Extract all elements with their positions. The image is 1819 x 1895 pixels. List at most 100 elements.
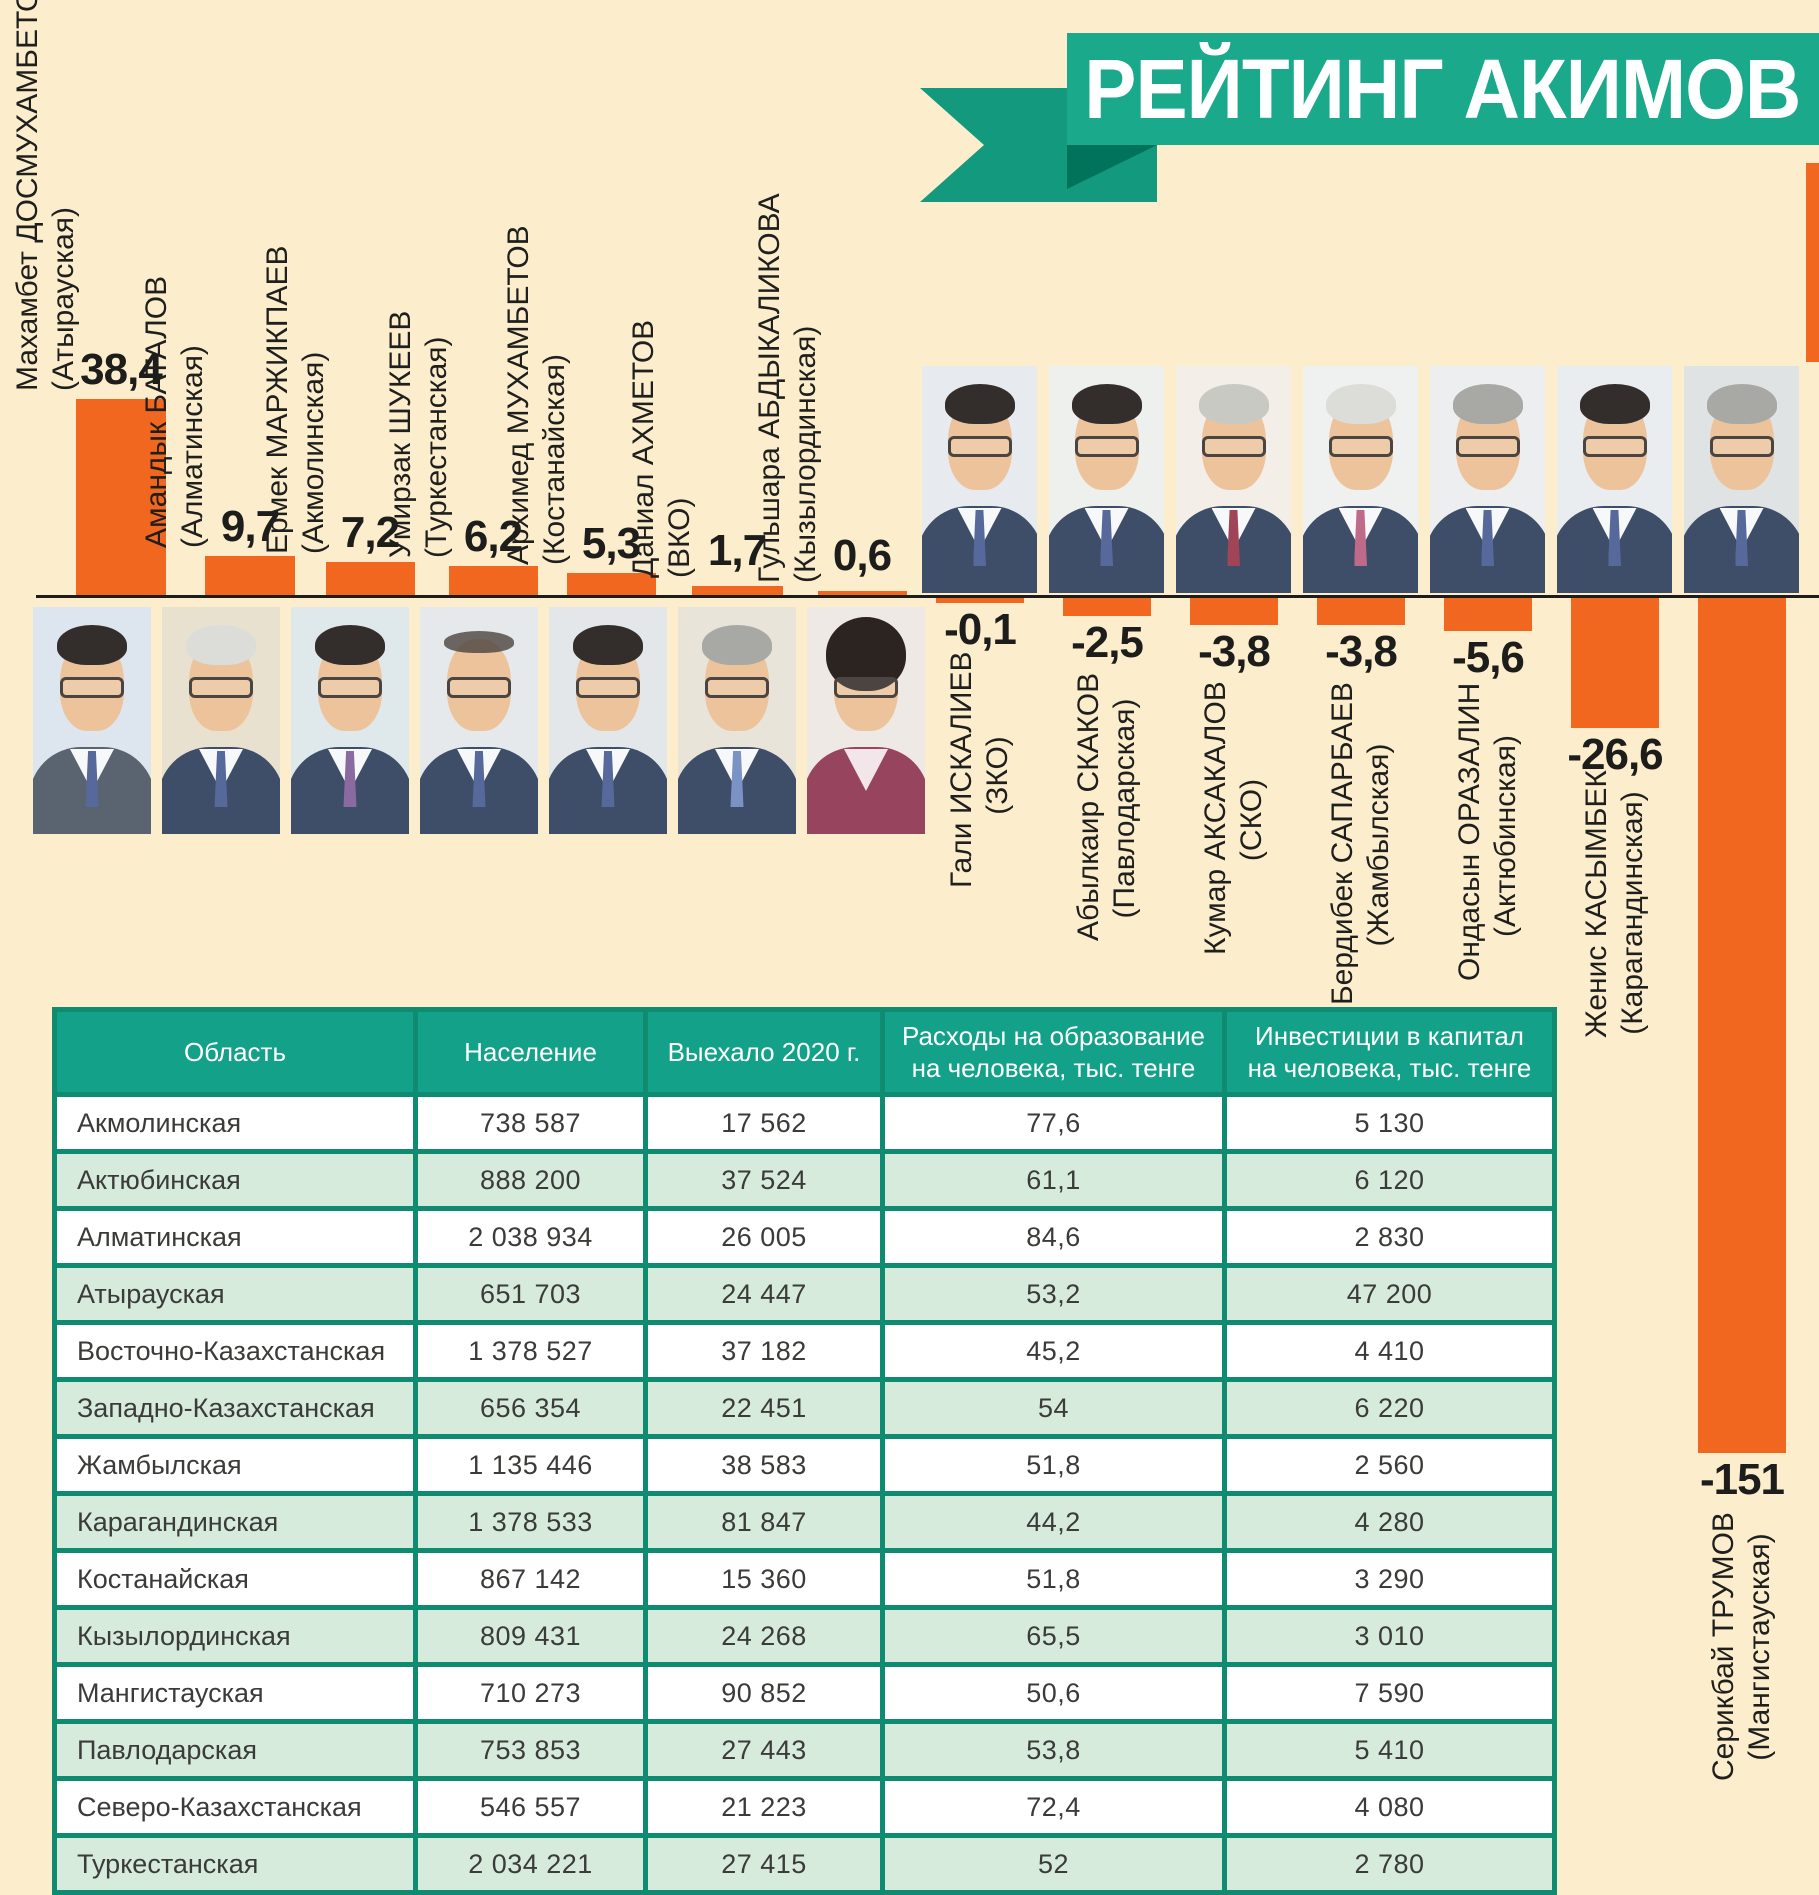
bar-value: 7,2 [340,508,400,557]
cell-education: 53,2 [880,1263,1227,1325]
page-title: РЕЙТИНГ АКИМОВ [1084,41,1801,136]
akim-region: (Кызылординская) [789,325,822,583]
hair [186,625,256,665]
akim-name: Архимед МУХАМБЕТОВ [502,225,535,565]
title-banner: РЕЙТИНГ АКИМОВ [1067,33,1819,145]
cell-region: Жамбылская [52,1434,418,1496]
akim-name: Даниал АХМЕТОВ [627,319,660,578]
cell-population: 867 142 [413,1548,648,1610]
tie [1100,510,1113,566]
cell-population: 1 135 446 [413,1434,648,1496]
cell-left: 37 524 [643,1149,885,1211]
akim-region: (Жамбылская) [1362,743,1395,947]
akim-photo-abdykalikova [807,607,925,834]
cell-investment: 7 590 [1222,1662,1557,1724]
cell-region: Карагандинская [52,1491,418,1553]
tie [85,751,99,807]
tie [472,751,486,807]
cell-left: 81 847 [643,1491,885,1553]
bar-value: -3,8 [1198,627,1271,676]
rating-bar-iskaliev [936,598,1024,603]
glasses-icon [705,677,769,698]
rating-bar-abdykalikova [818,591,907,595]
rating-bar-saparbaev [1317,598,1405,625]
akim-label-abdykalikova: Гульшара АБДЫКАЛИКОВА (Кызылординская) [752,193,824,583]
hair [1325,384,1396,424]
bar-value: 5,3 [581,519,641,568]
glasses-icon [1074,436,1139,457]
rating-bar-mukhambetov [567,573,656,595]
cell-education: 77,6 [880,1092,1227,1154]
cell-left: 90 852 [643,1662,885,1724]
cell-investment: 4 410 [1222,1320,1557,1382]
glasses-icon [947,436,1012,457]
tie [730,751,744,807]
akim-name: Умирзак ШУКЕЕВ [384,310,417,558]
cell-region: Атырауская [52,1263,418,1325]
cell-population: 710 273 [413,1662,648,1724]
hair [57,625,127,665]
table-row: Карагандинская 1 378 533 81 847 44,2 4 280 [52,1491,1557,1553]
col-header-left-2020: Выехало 2020 г. [643,1007,885,1097]
akim-region: (Алматинская) [176,345,209,548]
cell-population: 651 703 [413,1263,648,1325]
tie [214,751,228,807]
akim-name: Серикбай ТРУМОВ [1707,1512,1740,1781]
cell-investment: 4 280 [1222,1491,1557,1553]
cell-investment: 3 290 [1222,1548,1557,1610]
hair [1579,384,1650,424]
tie [1735,510,1748,566]
rating-bar-batalov [205,556,295,595]
cell-investment: 6 120 [1222,1149,1557,1211]
akim-region: (Актюбинская) [1489,735,1522,937]
cell-investment: 4 080 [1222,1776,1557,1838]
akim-name: Женис КАСЫМБЕК [1580,770,1613,1038]
rating-bar-aksakalov [1190,598,1278,625]
akim-name: Гали ИСКАЛИЕВ [945,651,978,888]
akim-label-shukeev: Умирзак ШУКЕЕВ (Туркестанская) [383,311,455,558]
cell-population: 1 378 533 [413,1491,648,1553]
hair [444,631,514,653]
cell-investment: 47 200 [1222,1263,1557,1325]
tie [1354,510,1367,566]
tie [1227,510,1240,566]
table-row: Жамбылская 1 135 446 38 583 51,8 2 560 [52,1434,1557,1496]
bar-value: -26,6 [1567,730,1663,779]
akim-name: Махамбет ДОСМУХАМБЕТОВ [11,0,44,391]
col-header-oblast: Область [52,1007,418,1097]
cell-population: 1 378 527 [413,1320,648,1382]
rating-bar-orazalin [1444,598,1532,631]
cell-left: 22 451 [643,1377,885,1439]
akim-photo-orazalin [1430,366,1545,593]
bar-value: -0,1 [944,605,1017,654]
glasses-icon [1709,436,1774,457]
glasses-icon [1328,436,1393,457]
chart-baseline [36,595,1819,598]
glasses-icon [447,677,511,698]
cell-investment: 2 780 [1222,1833,1557,1895]
akim-label-mukhambetov: Архимед МУХАМБЕТОВ (Костанайская) [501,225,573,565]
cell-education: 44,2 [880,1491,1227,1553]
akim-name: Ермек МАРЖИКПАЕВ [261,245,294,554]
cell-population: 2 034 221 [413,1833,648,1895]
hair [1071,384,1142,424]
akim-photo-skakov [1049,366,1164,593]
table-row: Мангистауская 710 273 90 852 50,6 7 590 [52,1662,1557,1724]
glasses-icon [576,677,640,698]
tie [1608,510,1621,566]
akim-photo-aksakalov [1176,366,1291,593]
rating-bar-skakov [1063,598,1151,616]
glasses-icon [60,677,124,698]
cell-left: 24 268 [643,1605,885,1667]
bar-value: -151 [1699,1455,1785,1504]
cell-left: 37 182 [643,1320,885,1382]
cell-region: Костанайская [52,1548,418,1610]
tie [343,751,357,807]
cell-education: 50,6 [880,1662,1227,1724]
cell-left: 27 415 [643,1833,885,1895]
cell-population: 656 354 [413,1377,648,1439]
akim-photo-kasymbek [1557,366,1672,593]
rating-bar-dosmukhambetov [76,399,166,595]
cell-education: 52 [880,1833,1227,1895]
hair [1198,384,1269,424]
